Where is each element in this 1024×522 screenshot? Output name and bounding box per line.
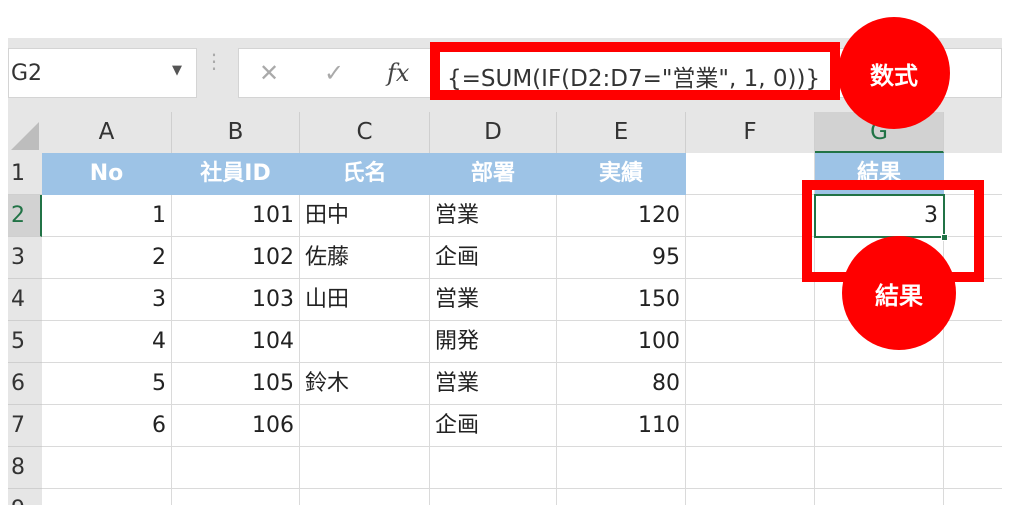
cell[interactable] [42,447,172,489]
insert-function-button[interactable]: fx [387,59,410,87]
cell[interactable] [42,489,172,505]
cell[interactable] [686,405,815,447]
cell[interactable] [944,363,1002,405]
row-header-4[interactable]: 4 [8,279,42,321]
cell[interactable]: 110 [557,405,686,447]
header-cell[interactable]: 部署 [430,153,557,195]
chevron-down-icon[interactable]: ▼ [172,63,182,78]
cell[interactable] [430,447,557,489]
active-cell-selection[interactable] [814,194,948,241]
cell[interactable] [557,489,686,505]
cell[interactable] [686,153,815,195]
cell[interactable]: 2 [42,237,172,279]
column-header-c[interactable]: C [300,112,430,153]
cell[interactable]: 4 [42,321,172,363]
row-header-2[interactable]: 2 [8,195,42,237]
drag-handle-icon[interactable]: ⋮ [204,49,224,73]
cell[interactable]: 企画 [430,237,557,279]
cell[interactable]: 104 [172,321,300,363]
cell[interactable]: 95 [557,237,686,279]
cell[interactable] [686,489,815,505]
cell[interactable] [430,489,557,505]
cell[interactable] [686,237,815,279]
cell[interactable] [172,447,300,489]
header-cell[interactable]: 氏名 [300,153,430,195]
formula-input[interactable]: {=SUM(IF(D2:D7="営業", 1, 0))} [447,66,821,92]
row-header-9[interactable]: 9 [8,489,42,505]
cell[interactable] [944,195,1002,237]
cell[interactable]: 103 [172,279,300,321]
name-box[interactable]: G2 ▼ [8,48,197,98]
column-header-f[interactable]: F [686,112,815,153]
row-header-1[interactable]: 1 [8,153,42,195]
cell[interactable] [815,405,944,447]
excel-window: G2 ▼ ⋮ ✕ ✓ fx {=SUM(IF(D2:D7="営業", 1, 0))… [8,38,1002,505]
name-box-value: G2 [11,61,43,86]
cell[interactable]: 営業 [430,363,557,405]
cell[interactable]: 田中 [300,195,430,237]
cell[interactable]: 開発 [430,321,557,363]
cell[interactable] [815,489,944,505]
cell[interactable] [686,363,815,405]
cancel-icon[interactable]: ✕ [259,59,280,87]
cell[interactable]: 山田 [300,279,430,321]
cell[interactable]: 営業 [430,279,557,321]
row-header-8[interactable]: 8 [8,447,42,489]
cell[interactable]: 鈴木 [300,363,430,405]
fill-handle[interactable] [941,234,948,241]
cell[interactable]: 100 [557,321,686,363]
cell[interactable]: 企画 [430,405,557,447]
cell[interactable] [300,321,430,363]
formula-highlight-box [430,42,840,100]
cell[interactable]: 102 [172,237,300,279]
cell[interactable] [944,447,1002,489]
cell[interactable] [944,489,1002,505]
cell[interactable] [944,321,1002,363]
cell[interactable] [815,363,944,405]
header-cell[interactable]: 社員ID [172,153,300,195]
cell[interactable]: 佐藤 [300,237,430,279]
cell[interactable] [172,489,300,505]
cell[interactable]: 80 [557,363,686,405]
cell[interactable] [686,447,815,489]
cell[interactable]: 120 [557,195,686,237]
enter-icon[interactable]: ✓ [324,59,345,87]
column-header-e[interactable]: E [557,112,686,153]
row-header-6[interactable]: 6 [8,363,42,405]
column-header-a[interactable]: A [42,112,172,153]
cell[interactable] [686,321,815,363]
cell[interactable] [944,405,1002,447]
column-header-d[interactable]: D [430,112,557,153]
cell[interactable]: 101 [172,195,300,237]
cell[interactable]: 106 [172,405,300,447]
cell[interactable]: 6 [42,405,172,447]
cell[interactable] [300,447,430,489]
cell[interactable] [557,447,686,489]
cell[interactable] [300,405,430,447]
header-cell[interactable]: No [42,153,172,195]
cell[interactable]: 営業 [430,195,557,237]
cell[interactable] [686,279,815,321]
column-header-b[interactable]: B [172,112,300,153]
column-header-h[interactable]: H [944,112,1002,153]
cell[interactable]: 1 [42,195,172,237]
row-header-3[interactable]: 3 [8,237,42,279]
header-cell[interactable]: 実績 [557,153,686,195]
cell[interactable]: 3 [42,279,172,321]
row-header-7[interactable]: 7 [8,405,42,447]
formula-callout: 数式 [838,17,950,129]
cell[interactable]: 150 [557,279,686,321]
result-callout: 結果 [842,236,956,350]
row-header-5[interactable]: 5 [8,321,42,363]
cell[interactable] [815,447,944,489]
cell[interactable] [300,489,430,505]
select-all-button[interactable] [8,112,42,153]
cell[interactable]: 5 [42,363,172,405]
cell[interactable] [686,195,815,237]
cell[interactable]: 105 [172,363,300,405]
